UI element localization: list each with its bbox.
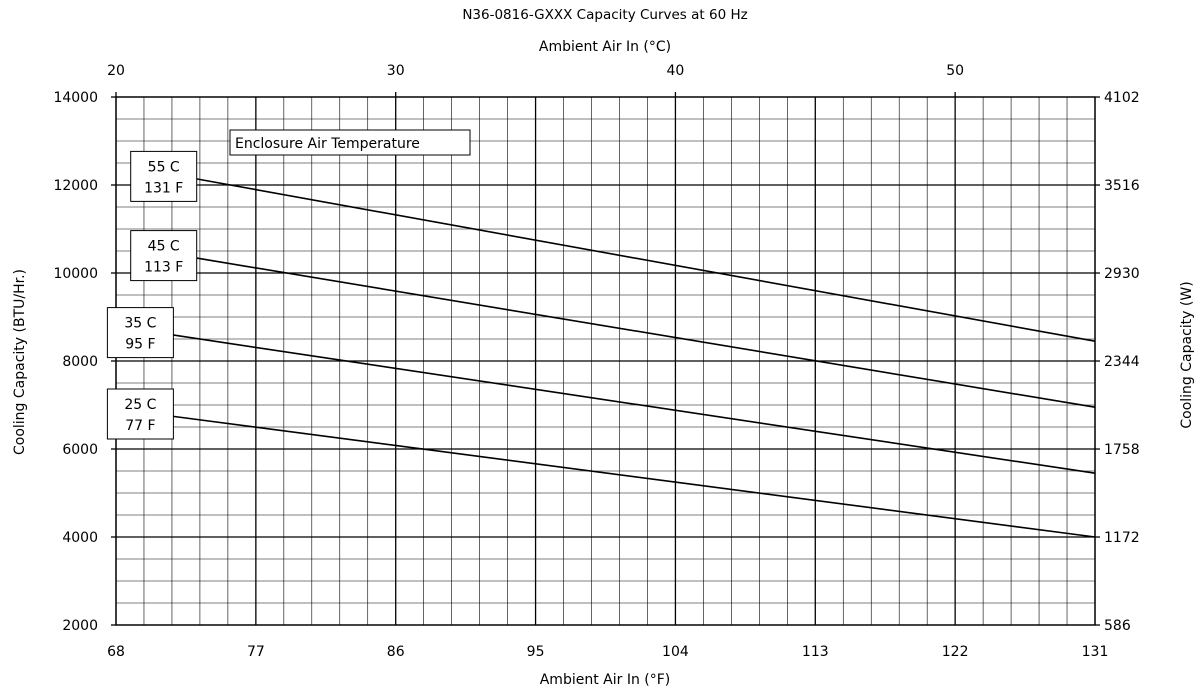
series-line (193, 256, 1096, 408)
x-top-tick-label: 30 (387, 63, 405, 79)
series-label-box: 55 C 131 F (130, 150, 198, 202)
y-right-tick-label: 1758 (1104, 442, 1140, 458)
x-tick-label: 104 (662, 644, 689, 660)
y-tick-label: 14000 (53, 90, 98, 106)
series-label-box: 35 C 95 F (106, 307, 174, 359)
x-top-tick-label: 20 (107, 63, 125, 79)
y-tick-label: 2000 (62, 618, 98, 634)
y-tick-label: 10000 (53, 266, 98, 282)
series-label-box: 45 C 113 F (130, 230, 198, 282)
annotation-text: Enclosure Air Temperature (235, 136, 420, 152)
series-label-line1: 55 C (148, 159, 180, 175)
x-top-tick-label: 50 (946, 63, 964, 79)
y-tick-label: 8000 (62, 354, 98, 370)
series-line (170, 333, 1096, 474)
y-tick-label: 4000 (62, 530, 98, 546)
chart-title: N36-0816-GXXX Capacity Curves at 60 Hz (462, 7, 747, 23)
y-axis-right-label: Cooling Capacity (W) (1179, 281, 1195, 428)
x-tick-label: 113 (802, 644, 829, 660)
series-label-frame (130, 150, 198, 202)
y-right-tick-label: 2930 (1104, 266, 1140, 282)
series-label-line2: 113 F (144, 260, 183, 276)
x-tick-label: 68 (107, 644, 125, 660)
series-label-line2: 77 F (125, 418, 155, 434)
x-tick-label: 86 (387, 644, 405, 660)
x-tick-label: 122 (942, 644, 969, 660)
y-right-tick-label: 1172 (1104, 530, 1140, 546)
x-axis-top-label: Ambient Air In (°C) (539, 39, 671, 55)
series-line (193, 177, 1096, 342)
tick-labels: 68 77 86 95 104 113 122 131 20 30 40 50 2000 4000 6000… (53, 63, 1139, 660)
x-tick-label: 95 (527, 644, 545, 660)
y-tick-label: 12000 (53, 178, 98, 194)
series-line (170, 415, 1096, 538)
y-right-tick-label: 586 (1104, 618, 1131, 634)
series-label-line1: 25 C (124, 397, 156, 413)
y-axis-label: Cooling Capacity (BTU/Hr.) (12, 269, 28, 455)
series-label-frame (106, 307, 174, 359)
y-right-tick-label: 4102 (1104, 90, 1140, 106)
series-label-box: 25 C 77 F (106, 388, 174, 440)
y-right-tick-label: 3516 (1104, 178, 1140, 194)
x-axis-label: Ambient Air In (°F) (540, 672, 671, 688)
series-label-line1: 35 C (124, 316, 156, 332)
series-label-line2: 95 F (125, 337, 155, 353)
series-label-frame (106, 388, 174, 440)
annotation-box: Enclosure Air Temperature (229, 129, 471, 156)
x-tick-label: 77 (247, 644, 265, 660)
series-label-frame (130, 230, 198, 282)
x-top-tick-label: 40 (667, 63, 685, 79)
grid (115, 96, 1096, 626)
series-label-line2: 131 F (144, 180, 183, 196)
series-lines (170, 177, 1096, 538)
series-label-line1: 45 C (148, 239, 180, 255)
series-labels: 55 C 131 F 45 C 113 F 35 C 95 F 25 C 77 F (106, 150, 198, 440)
x-tick-label: 131 (1082, 644, 1109, 660)
y-tick-label: 6000 (62, 442, 98, 458)
y-right-tick-label: 2344 (1104, 354, 1140, 370)
